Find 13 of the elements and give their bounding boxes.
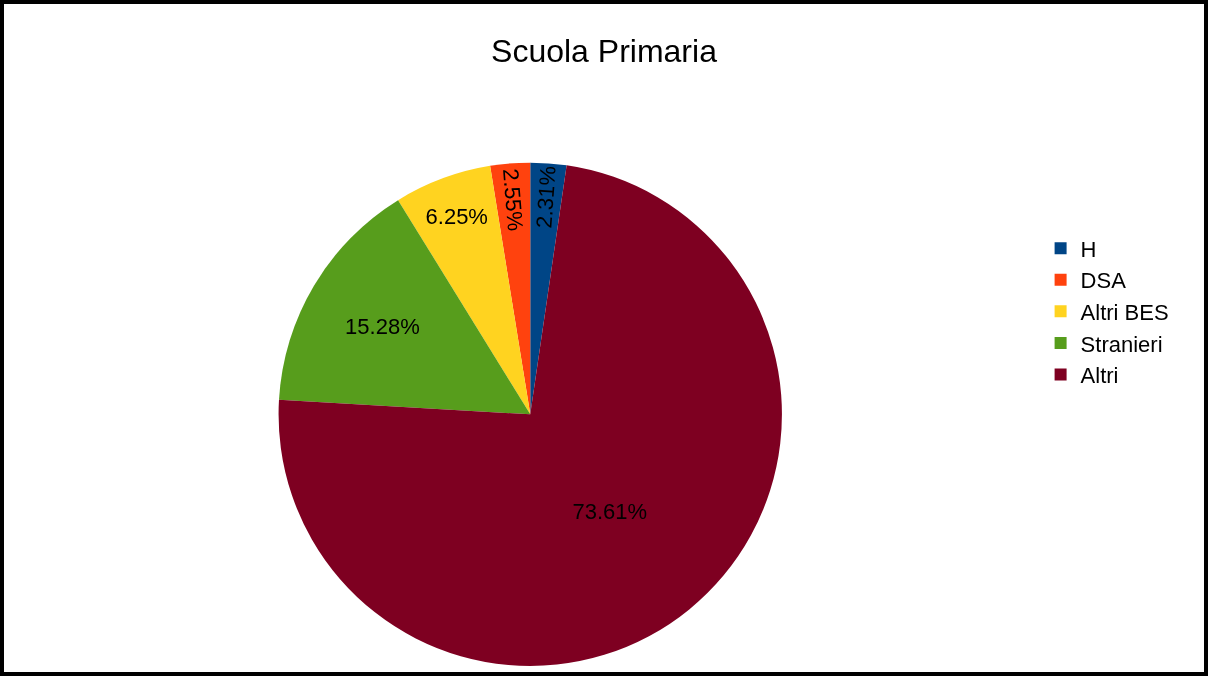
legend-label: Altri BES — [1080, 299, 1169, 325]
legend-label: H — [1080, 236, 1097, 262]
legend-label: DSA — [1080, 268, 1127, 294]
legend-label: Altri — [1080, 363, 1119, 389]
legend-label: Stranieri — [1080, 331, 1163, 357]
data-label: 2.55% — [498, 167, 528, 232]
data-label: 73.61% — [572, 499, 648, 525]
chart-title: Scuola Primaria — [491, 32, 718, 69]
data-label: 15.28% — [345, 313, 420, 339]
data-label: 6.25% — [425, 204, 488, 230]
pie-slice — [530, 162, 567, 415]
pie-slice — [278, 165, 782, 666]
data-label: 2.31% — [531, 165, 561, 230]
